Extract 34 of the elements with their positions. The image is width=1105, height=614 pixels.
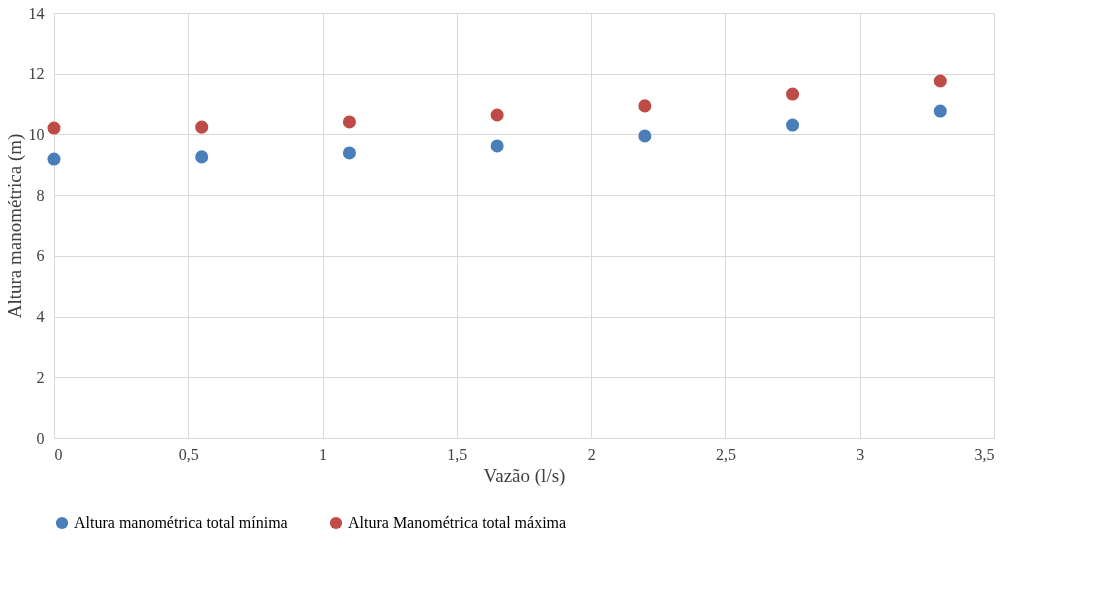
- x-tick-label: 2,5: [715, 445, 736, 463]
- point: [638, 99, 652, 113]
- point: [342, 146, 356, 160]
- point: [933, 104, 947, 118]
- point: [786, 118, 800, 132]
- x-tick-label: 1: [319, 445, 328, 463]
- x-tick-label: 2: [587, 445, 596, 463]
- y-tick-label: 8: [36, 186, 45, 204]
- x-tick-label: 1,5: [447, 445, 468, 463]
- x-tick-label: 3: [856, 445, 865, 463]
- y-tick-label: 0: [36, 429, 45, 447]
- y-tick-label: 6: [36, 247, 45, 265]
- point: [195, 120, 209, 134]
- point: [933, 74, 947, 88]
- legend-label: Altura manométrica total mínima: [74, 514, 288, 531]
- point: [786, 87, 800, 101]
- point: [195, 150, 209, 164]
- y-tick-label: 2: [36, 368, 45, 386]
- x-tick-label: 3,5: [974, 445, 995, 463]
- x-axis-title: Vazão (l/s): [483, 464, 566, 487]
- y-axis-title: Altura manométrica (m): [3, 133, 26, 319]
- point: [47, 152, 61, 166]
- point: [490, 139, 504, 153]
- legend-label: Altura Manométrica total máxima: [348, 514, 567, 531]
- y-tick-label: 14: [28, 4, 45, 22]
- y-tick-label: 12: [28, 65, 45, 83]
- point: [47, 121, 61, 135]
- x-tick-label: 0,5: [178, 445, 199, 463]
- x-tick-label: 0: [54, 445, 63, 463]
- y-tick-label: 4: [36, 308, 45, 326]
- point: [342, 115, 356, 129]
- y-tick-label: 10: [28, 125, 45, 143]
- point: [638, 129, 652, 143]
- point: [490, 108, 504, 122]
